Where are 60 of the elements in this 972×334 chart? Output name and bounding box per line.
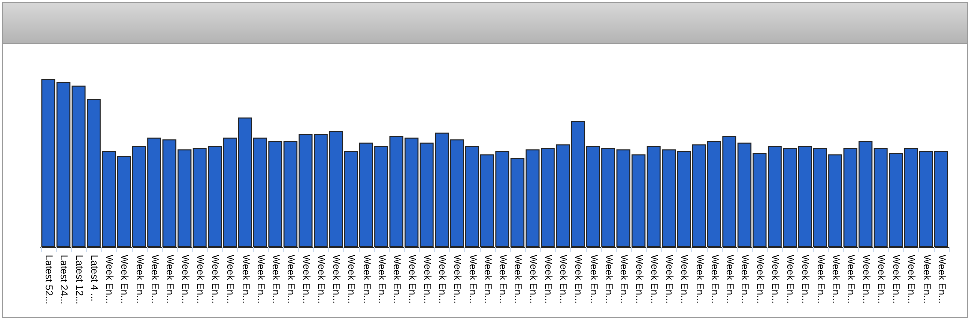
x-tick-label: Week En... — [376, 255, 387, 304]
x-tick-label: Week En... — [300, 255, 312, 304]
x-tick-label: Week En... — [482, 255, 493, 304]
x-tick-label: Week En... — [572, 255, 584, 304]
x-tick-label: Week En... — [800, 255, 811, 304]
x-tick-label: Week En... — [678, 255, 690, 304]
x-tick-label: Week En... — [648, 255, 660, 304]
x-tick-label: Week En... — [104, 255, 115, 304]
x-tick-label: Week En... — [194, 255, 206, 304]
x-tick-label: Week En... — [694, 255, 705, 304]
x-tick-label: Week En... — [527, 255, 538, 304]
x-tick-label: Week En... — [830, 255, 841, 304]
x-tick-label: Week En... — [814, 255, 826, 304]
x-tick-label: Week En... — [512, 255, 524, 304]
x-tick-label: Week En... — [708, 255, 720, 304]
x-tick-label: Week En... — [739, 255, 750, 304]
x-tick-label: Week En... — [421, 255, 432, 304]
x-tick-label: Week En... — [558, 255, 569, 304]
x-tick-label: Week En... — [784, 255, 796, 304]
x-tick-label: Week En... — [436, 255, 448, 304]
x-tick-label: Week En... — [452, 255, 463, 304]
x-tick-label: Week En... — [936, 255, 947, 304]
x-tick-label: Week En... — [890, 255, 902, 304]
x-tick-label: Week En... — [845, 255, 856, 304]
x-tick-label: Week En... — [754, 255, 766, 304]
x-tick-label: Week En... — [906, 255, 917, 304]
x-tick-label: Week En... — [603, 255, 614, 304]
x-tick-label: Week En... — [240, 255, 251, 304]
x-tick-label: Week En... — [118, 255, 130, 304]
x-tick-label: Week En... — [270, 255, 282, 304]
x-tick-label: Week En... — [542, 255, 554, 304]
x-tick-label: Latest 4 ... — [88, 255, 100, 302]
x-tick-label: Week En... — [285, 255, 296, 304]
x-tick-label: Week En... — [633, 255, 644, 304]
x-tick-label: Week En... — [769, 255, 780, 304]
x-tick-label: Week En... — [391, 255, 402, 304]
x-tick-label: Week En... — [724, 255, 736, 304]
x-tick-label: Week En... — [254, 255, 266, 304]
x-tick-label: Latest 52... — [43, 255, 54, 304]
x-tick-label: Week En... — [360, 255, 372, 304]
x-tick-label: Week En... — [330, 255, 342, 304]
x-tick-label: Week En... — [224, 255, 236, 304]
x-tick-label: Latest 24... — [58, 255, 70, 304]
x-tick-label: Week En... — [210, 255, 221, 304]
x-tick-label: Week En... — [875, 255, 886, 304]
x-tick-label: Week En... — [588, 255, 599, 304]
x-tick-label: Week En... — [346, 255, 357, 304]
x-tick-label: Week En... — [618, 255, 630, 304]
x-tick-label: Week En... — [664, 255, 675, 304]
x-tick-label: Week En... — [466, 255, 478, 304]
x-tick-label: Week En... — [134, 255, 145, 304]
x-tick-label: Week En... — [179, 255, 190, 304]
x-tick-label: Week En... — [315, 255, 326, 304]
x-tick-label: Week En... — [149, 255, 160, 304]
x-tick-label: Week En... — [164, 255, 176, 304]
x-tick-label: Week En... — [860, 255, 872, 304]
x-tick-label: Week En... — [497, 255, 508, 304]
x-tick-label: Latest 12... — [73, 255, 84, 304]
x-tick-label: Week En... — [920, 255, 932, 304]
x-tick-label: Week En... — [406, 255, 418, 304]
